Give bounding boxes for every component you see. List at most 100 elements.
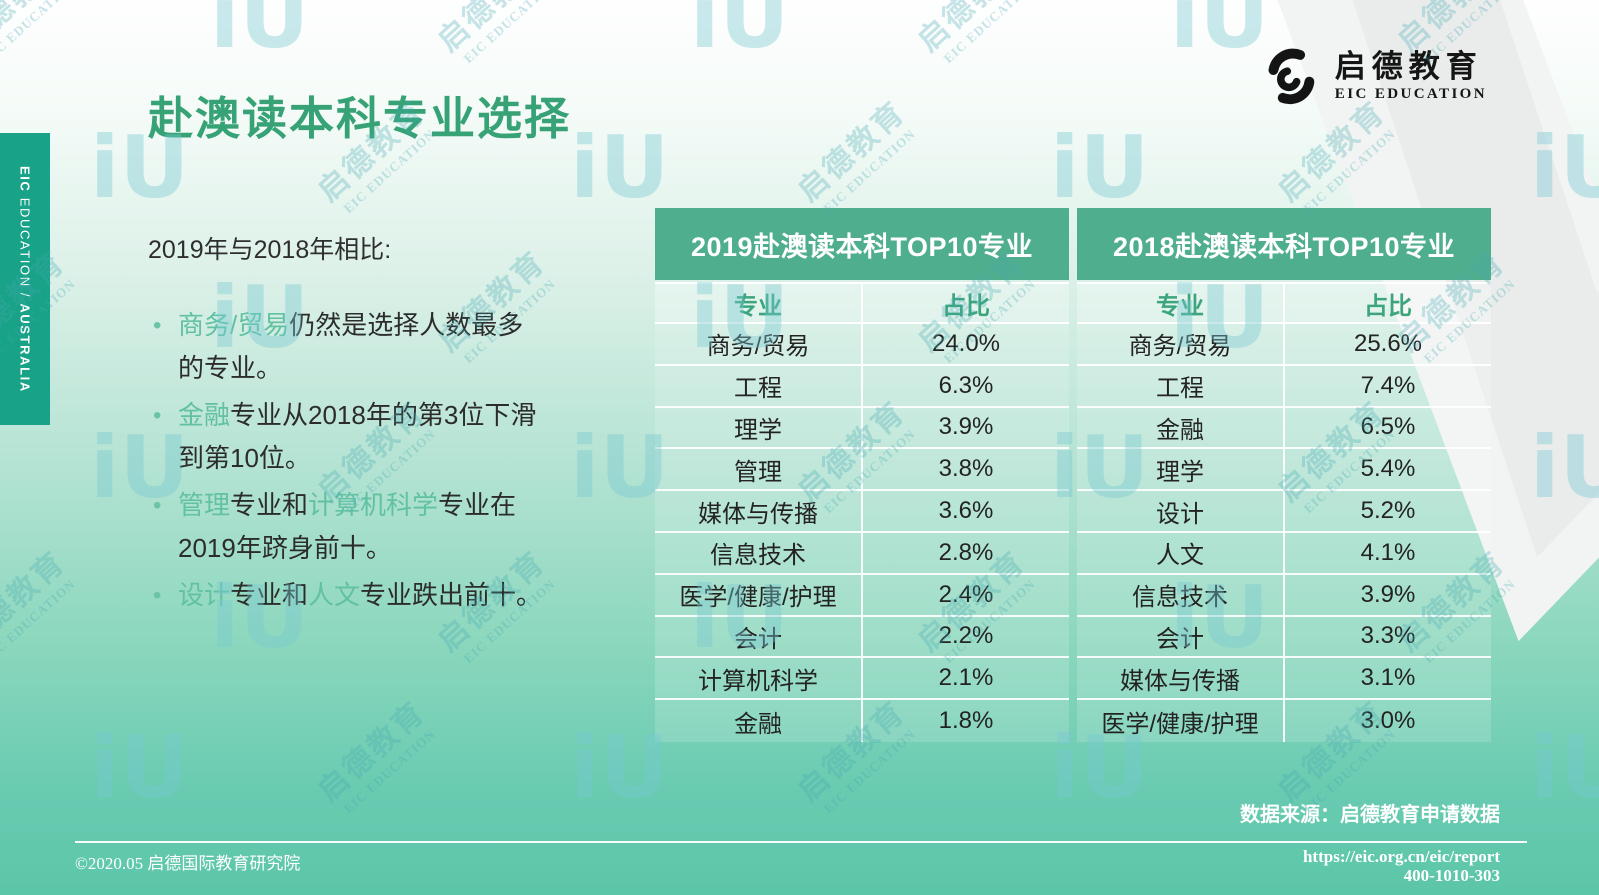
share-cell: 3.9% (1360, 580, 1416, 608)
share-cell: 6.3% (938, 371, 994, 399)
column-header-major: 专业 (655, 284, 863, 322)
eic-logo-icon (1268, 48, 1315, 105)
tables-section: 2019赴澳读本科TOP10专业 专业 占比 商务/贸易 24.0% 工程 6.3% 理… (655, 208, 1491, 742)
table-subheader: 专业 占比 (655, 282, 1069, 324)
table-row: 医学/健康/护理 2.4% (655, 574, 1069, 617)
table-subheader: 专业 占比 (1077, 282, 1491, 324)
major-cell: 会计 (655, 616, 863, 657)
bullet-item: 管理专业和计算机科学专业在2019年跻身前十。 (148, 484, 560, 570)
keyword-highlight: 管理 (178, 490, 231, 520)
keyword-highlight: 设计 (178, 580, 231, 610)
share-cell: 4.1% (1360, 538, 1416, 566)
bullet-text: 的专业。 (178, 353, 283, 383)
share-cell: 2.2% (938, 622, 994, 650)
major-cell: 媒体与传播 (655, 491, 863, 531)
bullet-text: 仍然是选择人数最多 (289, 310, 524, 340)
sidebar-label-eic: EIC (17, 165, 33, 193)
page-title: 赴澳读本科专业选择 (148, 93, 572, 144)
sidebar-label: EIC EDUCATION / AUSTRALIA (18, 166, 33, 393)
column-header-major: 专业 (1077, 284, 1285, 322)
keyword-highlight: 人文 (308, 580, 361, 610)
table-row: 媒体与传播 3.6% (655, 491, 1069, 533)
copyright-note: ©2020.05 启德国际教育研究院 (75, 854, 301, 873)
brand-logo: 启德教育 EIC EDUCATION (1263, 48, 1487, 106)
table-row: 会计 2.2% (655, 616, 1069, 659)
major-cell: 医学/健康/护理 (1077, 700, 1285, 742)
table-header: 2019赴澳读本科TOP10专业 (655, 208, 1069, 280)
table-row: 管理 3.8% (655, 449, 1069, 492)
share-cell: 3.3% (1360, 622, 1416, 650)
keyword-highlight: 计算机科学 (308, 490, 439, 520)
major-cell: 理学 (1077, 449, 1285, 490)
table-2019: 2019赴澳读本科TOP10专业 专业 占比 商务/贸易 24.0% 工程 6.3% 理… (655, 208, 1069, 742)
share-cell: 3.6% (938, 497, 994, 525)
major-cell: 商务/贸易 (1077, 324, 1285, 364)
data-source-note: 数据来源：启德教育申请数据 (1240, 804, 1500, 826)
sidebar-label-education: EDUCATION / (17, 192, 33, 303)
share-cell: 6.5% (1360, 413, 1416, 441)
intro-heading: 2019年与2018年相比: (148, 236, 392, 264)
table-row: 工程 7.4% (1077, 365, 1491, 408)
major-cell: 医学/健康/护理 (655, 574, 863, 615)
logo-name-cn: 启德教育 (1334, 48, 1483, 84)
share-cell: 1.8% (938, 707, 994, 735)
bullet-item: 金融专业从2018年的第3位下滑到第10位。 (148, 394, 560, 480)
share-cell: 2.1% (938, 664, 994, 692)
major-cell: 商务/贸易 (655, 324, 863, 364)
keyword-highlight: 商务/贸易 (178, 310, 290, 340)
major-cell: 计算机科学 (655, 658, 863, 699)
major-cell: 人文 (1077, 532, 1285, 573)
table-body: 商务/贸易 25.6% 工程 7.4% 金融 6.5% 理学 5.4% 设计 5.2% 人文 4.1%… (1077, 324, 1491, 742)
hotline-number: 400-1010-303 (1403, 866, 1500, 885)
major-cell: 信息技术 (1077, 574, 1285, 615)
table-row: 人文 4.1% (1077, 532, 1491, 575)
share-cell: 3.9% (938, 413, 994, 441)
table-row: 会计 3.3% (1077, 616, 1491, 659)
bullet-text: 专业跌出前十。 (360, 580, 543, 610)
table-row: 媒体与传播 3.1% (1077, 658, 1491, 701)
sidebar-label-australia: AUSTRALIA (17, 302, 33, 393)
major-cell: 管理 (655, 449, 863, 490)
table-row: 信息技术 3.9% (1077, 574, 1491, 617)
report-url: https://eic.org.cn/eic/report (1302, 847, 1500, 866)
column-header-share: 占比 (942, 292, 990, 320)
major-cell: 信息技术 (655, 532, 863, 573)
major-cell: 工程 (1077, 365, 1285, 406)
share-cell: 3.0% (1360, 707, 1416, 735)
bullet-text: 专业和 (230, 490, 309, 520)
share-cell: 2.4% (938, 580, 994, 608)
share-cell: 24.0% (931, 329, 1001, 357)
share-cell: 3.8% (938, 455, 994, 483)
footer-divider (75, 841, 1527, 843)
table-row: 医学/健康/护理 3.0% (1077, 700, 1491, 742)
table-row: 商务/贸易 25.6% (1077, 324, 1491, 366)
table-row: 理学 5.4% (1077, 449, 1491, 492)
sidebar-ribbon: EIC EDUCATION / AUSTRALIA (0, 133, 50, 425)
table-row: 理学 3.9% (655, 407, 1069, 450)
share-cell: 3.1% (1360, 664, 1416, 692)
share-cell: 5.4% (1360, 455, 1416, 483)
major-cell: 理学 (655, 407, 863, 448)
bullet-item: 设计专业和人文专业跌出前十。 (148, 574, 560, 617)
table-row: 信息技术 2.8% (655, 532, 1069, 575)
table-row: 金融 1.8% (655, 700, 1069, 742)
share-cell: 25.6% (1353, 329, 1423, 357)
share-cell: 7.4% (1360, 371, 1416, 399)
keyword-highlight: 金融 (178, 400, 231, 430)
table-row: 金融 6.5% (1077, 407, 1491, 450)
logo-name-en: EIC EDUCATION (1334, 86, 1487, 103)
table-row: 计算机科学 2.1% (655, 658, 1069, 701)
major-cell: 媒体与传播 (1077, 658, 1285, 699)
table-row: 工程 6.3% (655, 365, 1069, 408)
table-2018: 2018赴澳读本科TOP10专业 专业 占比 商务/贸易 25.6% 工程 7.4% 金… (1077, 208, 1491, 742)
share-cell: 2.8% (938, 538, 994, 566)
table-header: 2018赴澳读本科TOP10专业 (1077, 208, 1491, 280)
bullet-text: 专业和 (230, 580, 309, 610)
major-cell: 设计 (1077, 491, 1285, 531)
